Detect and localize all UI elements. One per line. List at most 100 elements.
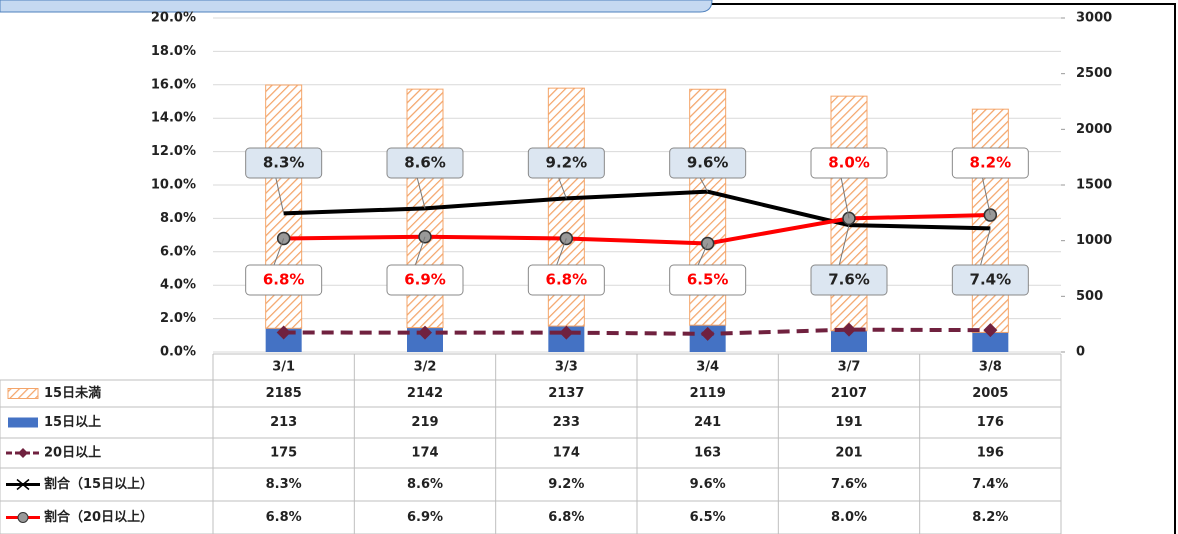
data-label: 7.6% [828,271,870,289]
legend-key [8,417,38,428]
leader [981,176,991,216]
x-tick-label: 3/8 [979,360,1002,375]
data-label: 6.5% [687,271,729,289]
leader [838,224,850,267]
leader [699,176,709,192]
table-cell: 9.2% [548,477,584,492]
table-cell: 2137 [548,386,584,401]
table-cell: 6.8% [266,510,302,525]
y2-tick-label: 2000 [1076,122,1112,137]
legend-label: 割合（20日以上） [44,509,153,525]
data-label: 8.0% [828,154,870,172]
data-label: 8.2% [970,154,1012,172]
y-tick-label: 2.0% [160,311,196,326]
legend-label: 15日以上 [44,415,101,430]
y2-tick-label: 1000 [1076,233,1112,248]
legend-key [17,512,29,523]
table-cell: 196 [977,446,1004,461]
y-tick-label: 4.0% [160,278,196,293]
label-box [951,147,1029,179]
legend-label: 20日以上 [44,446,101,461]
y-tick-label: 12.0% [151,144,196,159]
table-cell: 233 [553,415,580,430]
y-tick-label: 16.0% [151,77,196,92]
marker [842,322,856,337]
label-box [386,147,464,179]
leader [275,176,285,214]
table-cell: 8.3% [266,477,302,492]
table-cell: 8.0% [831,510,867,525]
label-box [527,147,605,179]
table-cell: 7.4% [972,477,1008,492]
data-label: 9.6% [687,154,729,172]
line [283,327,991,336]
line [283,189,991,231]
y2-tick-label: 0 [1076,345,1085,360]
table-cell: 213 [270,415,297,430]
leader [979,228,991,267]
y-tick-label: 6.0% [160,244,196,259]
legend-label: 割合（15日以上） [44,476,153,492]
leader [557,176,567,199]
y-tick-label: 0.0% [160,345,196,360]
label-box [527,264,605,296]
y2-tick-label: 1500 [1076,178,1112,193]
table-cell: 163 [694,446,721,461]
leader [840,176,850,219]
data-label: 6.9% [404,271,446,289]
x-tick-label: 3/2 [414,360,437,375]
y-tick-label: 10.0% [151,178,196,193]
data-label: 6.8% [263,271,305,289]
x-tick-label: 3/4 [696,360,719,375]
table-cell: 2119 [690,386,726,401]
table-cell: 191 [835,415,862,430]
y-tick-label: 18.0% [151,44,196,59]
bar [831,330,867,352]
legend-label: 15日未満 [44,385,101,401]
marker [418,325,432,340]
y2-tick-label: 500 [1076,289,1103,304]
y-tick-label: 14.0% [151,111,196,126]
table-cell: 9.6% [690,477,726,492]
table-cell: 8.2% [972,510,1008,525]
table-cell: 174 [553,446,580,461]
label-box [810,264,888,296]
leader [414,236,426,267]
table-cell: 7.6% [831,477,867,492]
label-box [669,264,747,296]
marker [276,325,291,340]
label-box [245,264,323,296]
data-label: 8.3% [263,154,305,172]
x-tick-label: 3/1 [272,360,295,375]
table-cell: 6.5% [690,510,726,525]
y2-tick-label: 3000 [1076,11,1112,26]
table-cell: 2185 [266,386,302,401]
bar [972,332,1009,352]
data-label: 7.4% [970,271,1012,289]
label-box [245,147,323,179]
table-cell: 176 [977,415,1004,430]
y-tick-label: 20.0% [151,11,196,26]
leader [273,238,285,267]
table-cell: 6.8% [548,510,584,525]
marker [983,323,998,338]
legend-key [7,388,39,399]
table-cell: 201 [835,446,862,461]
data-label: 6.8% [546,271,588,289]
leader [416,176,426,209]
marker [700,326,715,341]
table-cell: 219 [411,415,438,430]
leader [555,238,567,267]
leader [697,243,709,267]
label-box [951,264,1029,296]
x-tick-label: 3/7 [838,360,861,375]
tab [0,0,713,13]
table-cell: 241 [694,415,721,430]
table-cell: 2107 [831,386,867,401]
label-box [810,147,888,179]
legend-key [16,478,30,491]
y2-tick-label: 2500 [1076,66,1112,81]
data-label: 9.2% [546,154,588,172]
y-tick-label: 8.0% [160,211,196,226]
